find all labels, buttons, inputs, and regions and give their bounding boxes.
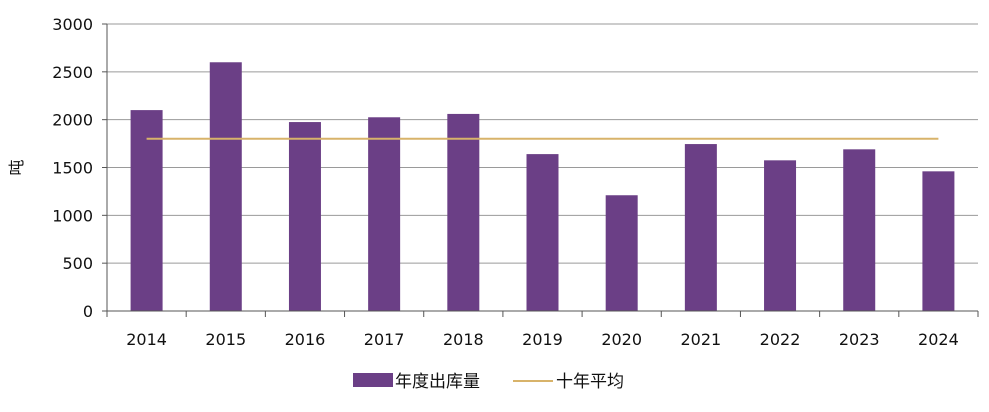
x-tick-label: 2015 (205, 330, 246, 349)
y-tick-label: 0 (83, 302, 93, 321)
y-axis-title: 吨 (7, 159, 26, 175)
bar-2019 (526, 154, 559, 311)
bar-2016 (288, 122, 321, 311)
x-tick-label: 2018 (443, 330, 484, 349)
y-tick-label: 2500 (52, 63, 93, 82)
y-tick-labels: 0 500 1000 1500 2000 2500 3000 (52, 15, 93, 321)
x-tick-label: 2024 (918, 330, 959, 349)
bar-2017 (368, 117, 401, 312)
x-tick-label: 2020 (601, 330, 642, 349)
bar-2022 (764, 160, 797, 311)
legend-line-label: 十年平均 (556, 372, 624, 392)
x-tick-label: 2016 (285, 330, 326, 349)
bar-2024 (922, 171, 955, 311)
bar-2014 (130, 110, 163, 311)
axes (102, 23, 979, 317)
bar-2021 (684, 144, 717, 311)
x-tick-labels: 2014 2015 2016 2017 2018 2019 2020 2021 2022 2023… (126, 330, 959, 349)
y-tick-label: 1000 (52, 206, 93, 225)
y-tick-label: 2000 (52, 111, 93, 130)
legend-bar-label: 年度出库量 (395, 372, 480, 392)
x-tick-label: 2021 (681, 330, 722, 349)
y-tick-label: 500 (62, 254, 93, 273)
x-tick-label: 2023 (839, 330, 880, 349)
x-tick-label: 2022 (760, 330, 801, 349)
x-tick-label: 2019 (522, 330, 563, 349)
x-tick-label: 2014 (126, 330, 167, 349)
bar-series (130, 62, 955, 312)
bar-2020 (605, 195, 638, 311)
y-tick-label: 1500 (52, 159, 93, 178)
legend: 年度出库量 十年平均 (353, 372, 624, 392)
legend-bar-swatch (353, 373, 393, 387)
bar-2015 (209, 62, 242, 312)
bar-2018 (447, 113, 480, 311)
x-tick-label: 2017 (364, 330, 405, 349)
bar-2023 (843, 149, 876, 311)
y-tick-label: 3000 (52, 15, 93, 34)
